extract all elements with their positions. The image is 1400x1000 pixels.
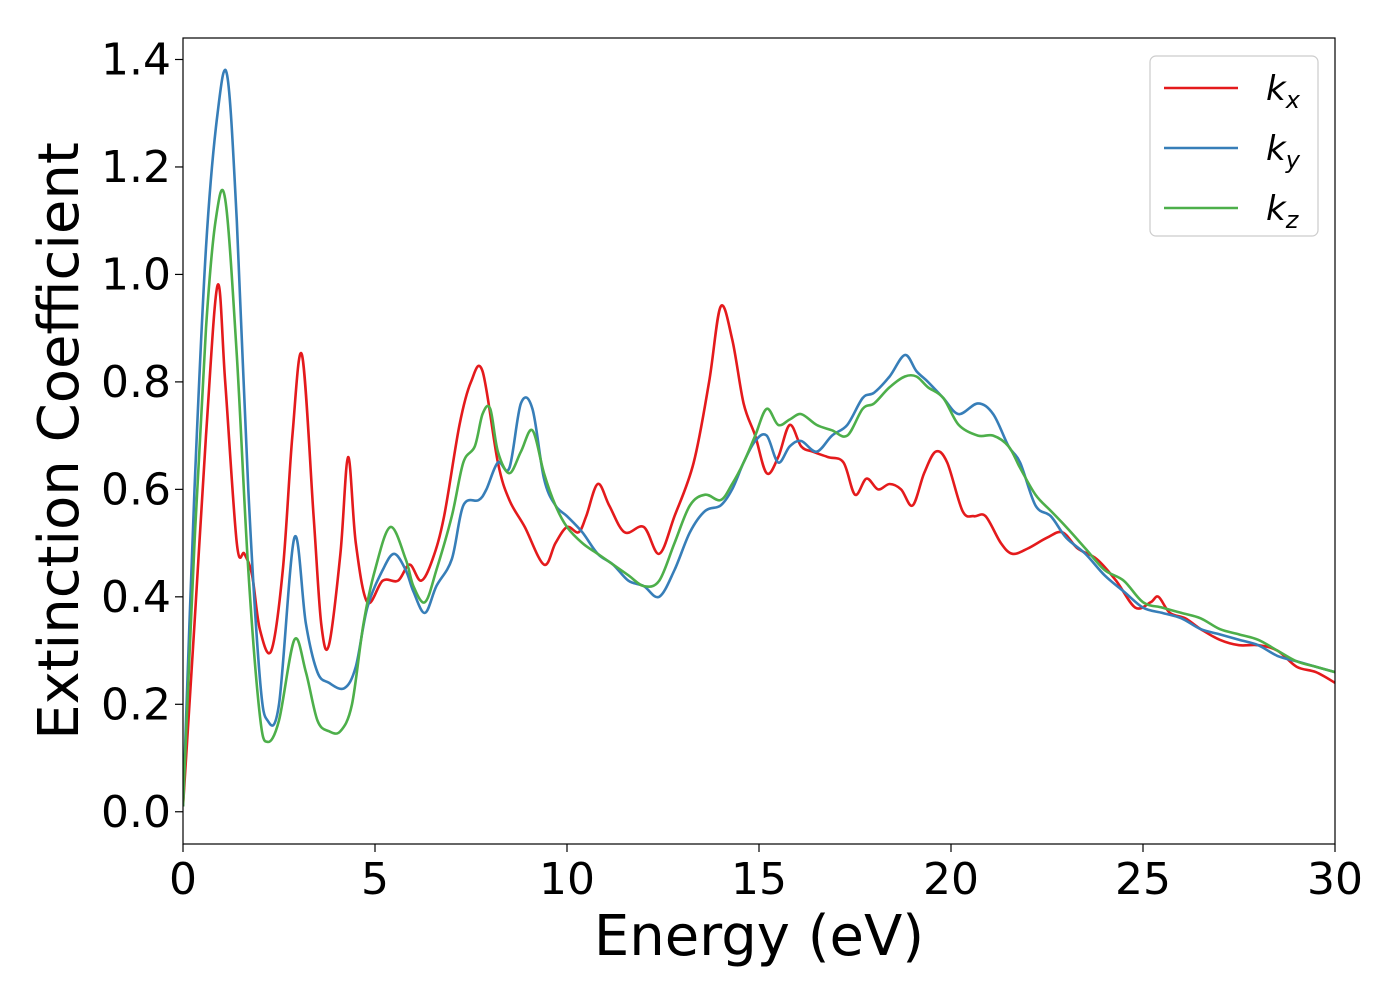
axes-layer: 0 5 10 15 20 25 30 0.0 0.2 0.4 0.6 0.8 1.0 1.2 1.4 (101, 34, 1363, 905)
x-tick-label: 10 (539, 854, 595, 905)
y-tick-label: 0.6 (101, 464, 171, 515)
legend-label-kz: kz (1266, 189, 1300, 234)
y-tick-label: 0.8 (101, 357, 171, 408)
legend-label-ky: ky (1266, 129, 1301, 174)
series-line-ky (183, 68, 1335, 807)
x-tick-label: 30 (1307, 854, 1363, 905)
x-tick-label: 5 (361, 854, 389, 905)
plot-area (183, 38, 1335, 844)
series-line-kx (183, 283, 1335, 807)
x-tick-label: 0 (169, 854, 197, 905)
y-tick-label: 1.2 (101, 142, 171, 193)
y-axis-title: Extinction Coefficient (27, 142, 92, 740)
y-tick-label: 0.4 (101, 572, 171, 623)
plot-background (183, 38, 1335, 844)
x-axis-title: Energy (eV) (594, 904, 924, 969)
y-tick-label: 0.0 (101, 787, 171, 838)
x-tick-label: 25 (1115, 854, 1171, 905)
y-tick-label: 1.0 (101, 249, 171, 300)
legend-label-kx: kx (1266, 69, 1301, 114)
series-layer (183, 68, 1335, 807)
legend-box (1149, 55, 1319, 237)
x-tick-label: 20 (923, 854, 979, 905)
legend: kx ky kz (1149, 55, 1319, 237)
x-tick-label: 15 (731, 854, 787, 905)
y-tick-label: 0.2 (101, 679, 171, 730)
y-tick-label: 1.4 (101, 34, 171, 85)
series-line-kz (183, 188, 1335, 807)
